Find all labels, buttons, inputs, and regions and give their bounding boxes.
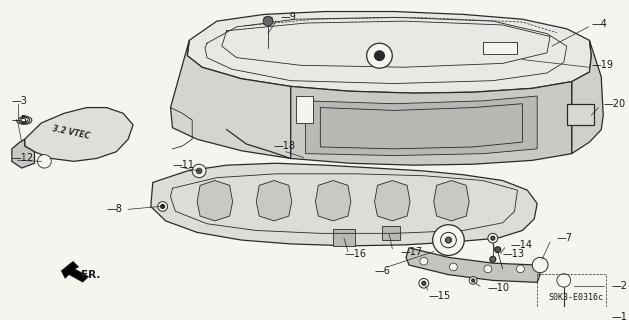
Circle shape: [472, 279, 475, 282]
Text: —2: —2: [611, 281, 627, 291]
Text: —6: —6: [374, 266, 391, 276]
Text: —10: —10: [488, 283, 510, 293]
Bar: [567, 104, 594, 125]
Circle shape: [564, 314, 570, 320]
Polygon shape: [315, 180, 351, 221]
Circle shape: [516, 265, 525, 273]
Polygon shape: [12, 139, 35, 168]
Text: —14: —14: [511, 240, 533, 250]
Polygon shape: [25, 108, 133, 161]
Circle shape: [38, 155, 51, 168]
Text: —4: —4: [591, 19, 607, 29]
Text: —5: —5: [12, 115, 28, 125]
Polygon shape: [374, 180, 410, 221]
Circle shape: [491, 236, 495, 240]
Circle shape: [560, 310, 574, 320]
Text: —1: —1: [611, 312, 627, 320]
Polygon shape: [291, 82, 572, 165]
Circle shape: [160, 204, 165, 208]
Circle shape: [557, 274, 571, 287]
Bar: [296, 96, 313, 123]
Polygon shape: [433, 180, 469, 221]
Text: —3: —3: [12, 96, 28, 106]
Text: S0K3-E0316c: S0K3-E0316c: [548, 293, 603, 302]
Text: —13: —13: [503, 250, 525, 260]
Polygon shape: [572, 40, 603, 154]
Circle shape: [158, 202, 167, 211]
Text: —20: —20: [603, 99, 625, 109]
Text: —7: —7: [557, 233, 573, 243]
Polygon shape: [187, 12, 591, 93]
Polygon shape: [406, 248, 540, 282]
Circle shape: [495, 247, 501, 252]
Text: —19: —19: [591, 60, 613, 70]
Polygon shape: [61, 261, 89, 282]
Circle shape: [450, 263, 457, 271]
Circle shape: [367, 43, 392, 68]
Text: FR.: FR.: [81, 270, 100, 280]
Circle shape: [490, 256, 496, 262]
Polygon shape: [151, 163, 537, 246]
Circle shape: [422, 281, 426, 285]
Circle shape: [40, 157, 48, 165]
Polygon shape: [197, 180, 233, 221]
Polygon shape: [170, 40, 291, 158]
Bar: [382, 226, 400, 240]
Bar: [483, 42, 518, 54]
Bar: [333, 228, 355, 246]
Circle shape: [532, 257, 548, 273]
Polygon shape: [256, 180, 292, 221]
Circle shape: [469, 276, 477, 284]
Circle shape: [445, 237, 452, 243]
Circle shape: [263, 16, 273, 26]
Text: —17: —17: [400, 247, 422, 257]
Circle shape: [440, 232, 457, 248]
Text: —18: —18: [274, 141, 296, 151]
Text: —12: —12: [12, 154, 34, 164]
Text: —11: —11: [172, 160, 194, 170]
Text: —9: —9: [281, 12, 297, 22]
Text: 3.2 VTEC: 3.2 VTEC: [51, 124, 91, 141]
Circle shape: [192, 164, 206, 178]
Circle shape: [196, 168, 202, 174]
Circle shape: [560, 276, 568, 284]
Text: —16: —16: [345, 250, 367, 260]
Text: —8: —8: [106, 204, 122, 214]
Circle shape: [420, 257, 428, 265]
Circle shape: [419, 278, 429, 288]
Polygon shape: [306, 96, 537, 156]
Text: —15: —15: [429, 291, 451, 301]
Circle shape: [484, 265, 492, 273]
Circle shape: [433, 225, 464, 255]
Circle shape: [374, 51, 384, 60]
Circle shape: [488, 233, 498, 243]
